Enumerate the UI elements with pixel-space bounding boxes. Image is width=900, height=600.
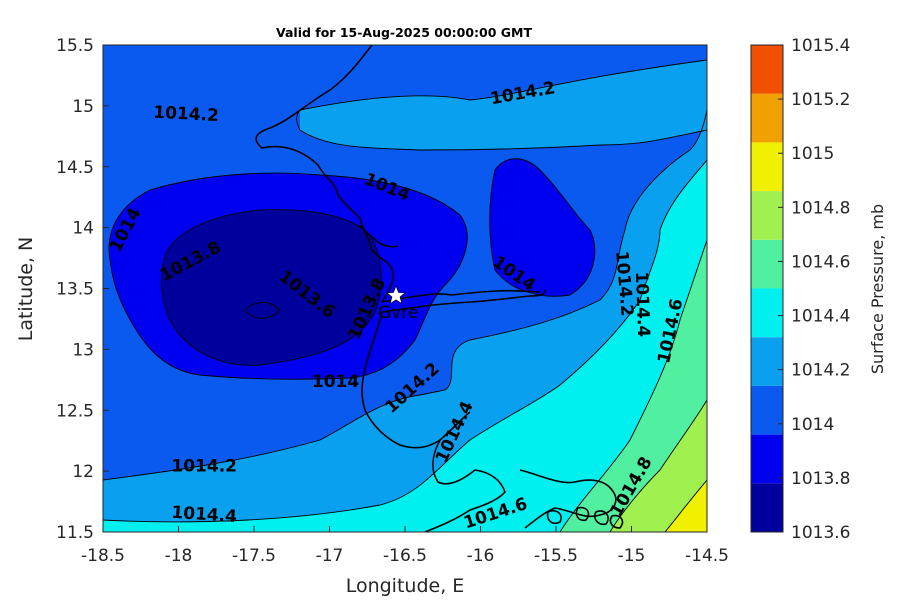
colorbar-tick-label: 1014.4 bbox=[791, 307, 850, 327]
colorbar-swatch bbox=[751, 93, 783, 143]
colorbar-tick-label: 1014 bbox=[791, 415, 834, 435]
x-tick-label: -16.5 bbox=[383, 546, 427, 566]
isobar-line bbox=[244, 302, 281, 319]
colorbar-swatch bbox=[751, 45, 783, 94]
guinea-bissau-coast bbox=[424, 439, 617, 532]
x-tick-label: -14.5 bbox=[685, 546, 729, 566]
y-tick-label: 13 bbox=[72, 340, 94, 360]
contour-label: 1014.2 bbox=[171, 456, 237, 476]
y-tick-label: 12 bbox=[72, 462, 94, 482]
colorbar-swatch bbox=[751, 385, 783, 435]
dakar-peninsula bbox=[359, 224, 399, 248]
level-1013.6-1013.8-core bbox=[161, 209, 382, 366]
isobar-line bbox=[559, 239, 707, 532]
station-name-label: Gvre bbox=[378, 303, 418, 323]
contour-label: 1014 bbox=[312, 372, 359, 392]
contour-label: 1014.2 bbox=[153, 103, 220, 126]
colorbar-swatch bbox=[751, 337, 783, 386]
colorbar-tick-label: 1015 bbox=[791, 144, 834, 164]
y-tick-label: 11.5 bbox=[56, 523, 94, 543]
isobar-line bbox=[664, 479, 707, 532]
x-tick-label: -17 bbox=[316, 546, 344, 566]
x-axis-label: Longitude, E bbox=[346, 575, 465, 597]
pressure-contour-field: Gvre bbox=[103, 45, 707, 532]
bijagos-islands bbox=[546, 506, 624, 529]
colorbar-tick-label: 1015.2 bbox=[791, 90, 850, 110]
isobar-line bbox=[161, 209, 382, 366]
x-axis-ticks: -18.5 -18 -17.5 -17 -16.5 -16 -15.5 -15 -14.5 bbox=[81, 526, 729, 566]
colorbar-label: Surface Pressure, mb bbox=[868, 204, 887, 374]
y-axis-ticks: 15.5 15 14.5 14 13.5 13 12.5 12 11.5 bbox=[56, 36, 109, 543]
colorbar-frame bbox=[750, 44, 784, 533]
colorbar-swatch bbox=[751, 288, 783, 338]
gambia-river-south bbox=[381, 289, 546, 313]
colorbar-tick-label: 1014.2 bbox=[791, 361, 850, 381]
colorbar: 1015.4 1015.2 1015 1014.8 1014.6 1014.4 1014.2… bbox=[750, 36, 850, 543]
isobar-line bbox=[296, 59, 707, 151]
isobar-line bbox=[103, 109, 707, 481]
colorbar-swatch bbox=[751, 239, 783, 289]
x-tick-label: -16 bbox=[467, 546, 495, 566]
y-axis-label: Latitude, N bbox=[15, 237, 37, 342]
isobar-line bbox=[103, 159, 707, 523]
isobar-line bbox=[489, 158, 596, 297]
colorbar-tick-label: 1014.8 bbox=[791, 198, 850, 218]
x-tick-label: -15.5 bbox=[534, 546, 578, 566]
y-tick-label: 15.5 bbox=[56, 36, 94, 56]
colorbar-swatch bbox=[751, 483, 783, 532]
colorbar-tick-label: 1015.4 bbox=[791, 36, 850, 56]
x-tick-label: -15 bbox=[618, 546, 646, 566]
contour-label: 1014.4 bbox=[631, 271, 653, 337]
y-tick-label: 14 bbox=[72, 219, 94, 239]
y-tick-label: 15 bbox=[72, 97, 94, 117]
colorbar-tick-label: 1014.6 bbox=[791, 252, 850, 272]
senegal-north-border bbox=[255, 45, 394, 303]
y-tick-label: 13.5 bbox=[56, 280, 94, 300]
x-tick-label: -18 bbox=[165, 546, 193, 566]
colorbar-tick-label: 1013.8 bbox=[791, 469, 850, 489]
map-title: Valid for 15-Aug-2025 00:00:00 GMT bbox=[276, 25, 533, 40]
isobar-line bbox=[108, 172, 468, 380]
y-tick-label: 14.5 bbox=[56, 158, 94, 178]
x-tick-label: -17.5 bbox=[232, 546, 276, 566]
colorbar-swatch bbox=[751, 434, 783, 484]
x-tick-label: -18.5 bbox=[81, 546, 125, 566]
gambia-river-north bbox=[381, 289, 541, 303]
colorbar-tick-label: 1013.6 bbox=[791, 523, 850, 543]
y-tick-label: 12.5 bbox=[56, 401, 94, 421]
colorbar-swatch bbox=[751, 191, 783, 240]
isobar-line bbox=[609, 399, 707, 532]
contour-label: 1014.4 bbox=[171, 503, 238, 528]
level-1014.4-1014.6-band bbox=[103, 160, 707, 532]
casamance-coast bbox=[361, 311, 471, 449]
colorbar-swatch bbox=[751, 142, 783, 192]
station-star-icon bbox=[386, 285, 406, 305]
